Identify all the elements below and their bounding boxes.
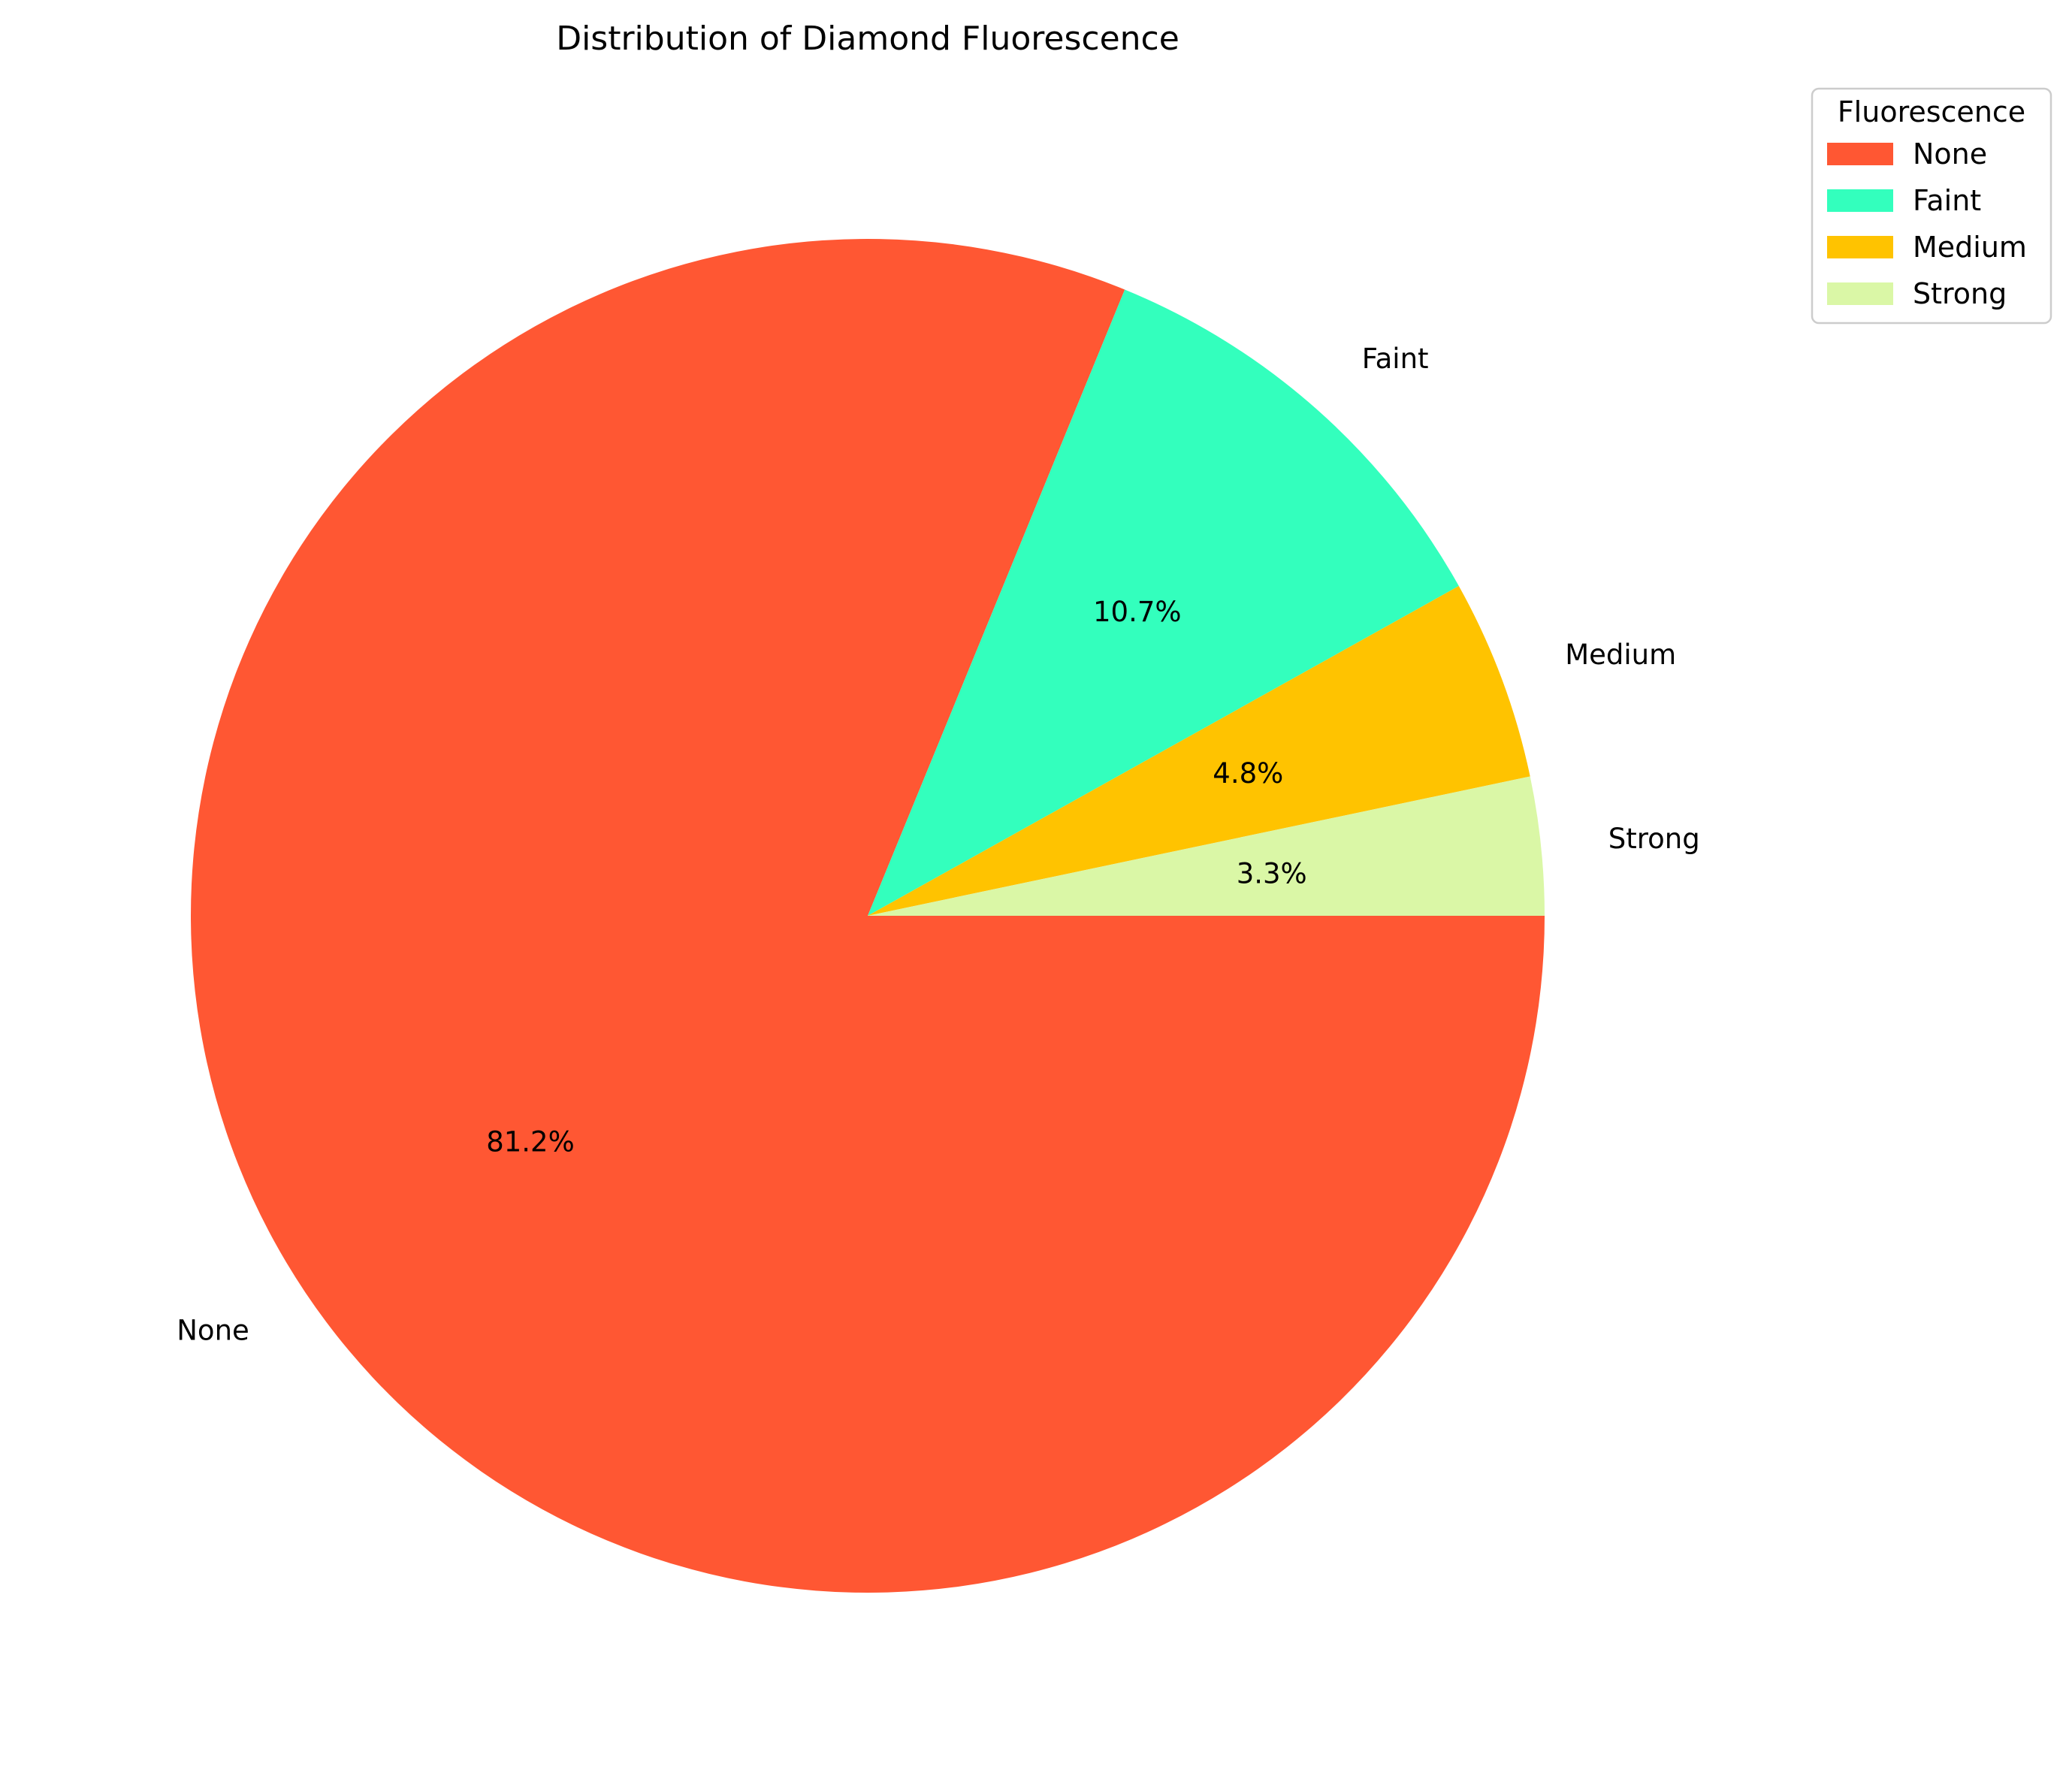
slice-label-faint: Faint — [1362, 343, 1429, 375]
percent-label-medium: 4.8% — [1213, 757, 1283, 790]
legend-title: Fluorescence — [1838, 95, 2025, 128]
legend-label-none: None — [1913, 137, 1987, 171]
legend-label-strong: Strong — [1913, 277, 2007, 310]
chart-title: Distribution of Diamond Fluorescence — [556, 20, 1179, 58]
pie-slice-none — [191, 239, 1545, 1593]
pie-slice-strong — [868, 776, 1545, 916]
percent-label-faint: 10.7% — [1093, 596, 1182, 628]
pie-slice-faint — [868, 289, 1459, 916]
legend-entries: None Faint Medium Strong — [1827, 137, 2027, 310]
pie-category-labels: None Faint Medium Strong — [177, 343, 1699, 1346]
legend: Fluorescence None Faint Medium Strong — [1811, 87, 2052, 325]
percent-label-none: 81.2% — [486, 1126, 575, 1158]
legend-label-faint: Faint — [1913, 184, 1981, 217]
legend-swatch-strong — [1827, 282, 1893, 305]
legend-swatch-faint — [1827, 189, 1893, 212]
slice-label-medium: Medium — [1565, 639, 1676, 671]
legend-label-medium: Medium — [1913, 231, 2027, 264]
pie-slice-medium — [868, 585, 1530, 916]
percent-label-strong: 3.3% — [1237, 858, 1307, 890]
pie-slices — [191, 239, 1545, 1593]
legend-swatch-none — [1827, 143, 1893, 165]
slice-label-strong: Strong — [1608, 823, 1700, 855]
legend-swatch-medium — [1827, 236, 1893, 258]
slice-label-none: None — [177, 1314, 249, 1346]
pie-percent-labels: 81.2% 10.7% 4.8% 3.3% — [486, 596, 1306, 1158]
